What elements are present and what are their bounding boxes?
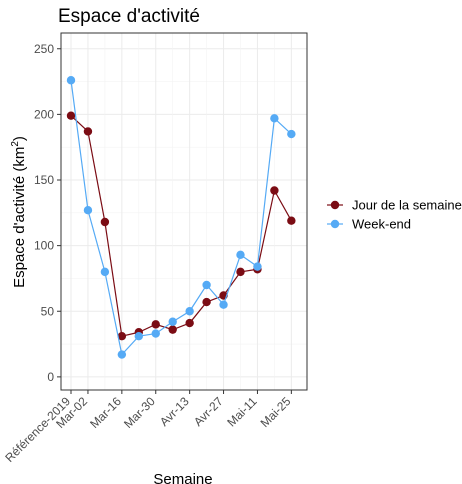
- data-point: [185, 318, 194, 328]
- series-layer: [66, 76, 296, 359]
- data-point: [83, 205, 93, 215]
- y-tick-label: 100: [34, 239, 54, 253]
- data-point: [287, 129, 296, 139]
- x-tick-label: Mai-11: [224, 394, 259, 429]
- y-tick-label: 50: [41, 304, 55, 318]
- data-point: [151, 329, 160, 338]
- y-tick-label: 250: [34, 42, 54, 56]
- y-axis-title: Espace d'activité (km2): [10, 136, 28, 288]
- y-axis-title-superscript: 2: [10, 141, 21, 147]
- y-tick-label: 150: [34, 173, 54, 187]
- data-point: [168, 317, 177, 326]
- x-axis-title: Semaine: [153, 471, 212, 484]
- data-point: [66, 76, 76, 85]
- data-point: [134, 331, 143, 341]
- data-point: [219, 300, 228, 309]
- y-tick-label: 200: [34, 107, 54, 121]
- data-point: [202, 280, 211, 290]
- y-axis-title-base: Espace d'activité (km: [11, 147, 28, 288]
- data-point: [117, 350, 127, 359]
- data-point: [236, 267, 245, 277]
- x-tick-label: Avr-13: [157, 394, 192, 429]
- series-2: [66, 76, 296, 359]
- legend-item: Week-end: [327, 217, 411, 232]
- y-tick-label: 0: [47, 370, 54, 384]
- x-tick-label: Avr-27: [191, 394, 226, 429]
- data-point: [270, 114, 279, 123]
- legend-key-marker: [330, 219, 340, 229]
- data-point: [253, 262, 262, 271]
- y-axis: 0 50 100 150 200 250: [34, 42, 61, 384]
- data-point: [100, 267, 110, 277]
- data-point: [151, 320, 160, 329]
- data-point: [66, 111, 76, 120]
- data-point: [83, 127, 93, 136]
- legend: Jour de la semaine Week-end: [327, 198, 462, 232]
- legend-label: Jour de la semaine: [352, 198, 462, 213]
- legend-item: Jour de la semaine: [327, 198, 462, 213]
- data-point: [185, 307, 194, 316]
- x-tick-label: Mai-25: [258, 394, 294, 430]
- y-axis-title-end: ): [11, 136, 28, 141]
- legend-label: Week-end: [352, 217, 411, 232]
- x-tick-label: Mar-30: [121, 394, 158, 431]
- x-tick-label: Mar-16: [87, 394, 124, 431]
- chart-title: Espace d'activité: [58, 6, 200, 27]
- legend-key-marker: [330, 200, 340, 210]
- grid: [61, 33, 307, 390]
- data-point: [236, 250, 245, 260]
- plot-border: [60, 32, 308, 391]
- plot-panel: [61, 33, 307, 390]
- data-point: [270, 186, 279, 195]
- data-point: [168, 325, 177, 334]
- data-point: [117, 331, 127, 341]
- data-point: [100, 217, 110, 227]
- data-point: [202, 297, 211, 307]
- data-point: [287, 216, 296, 225]
